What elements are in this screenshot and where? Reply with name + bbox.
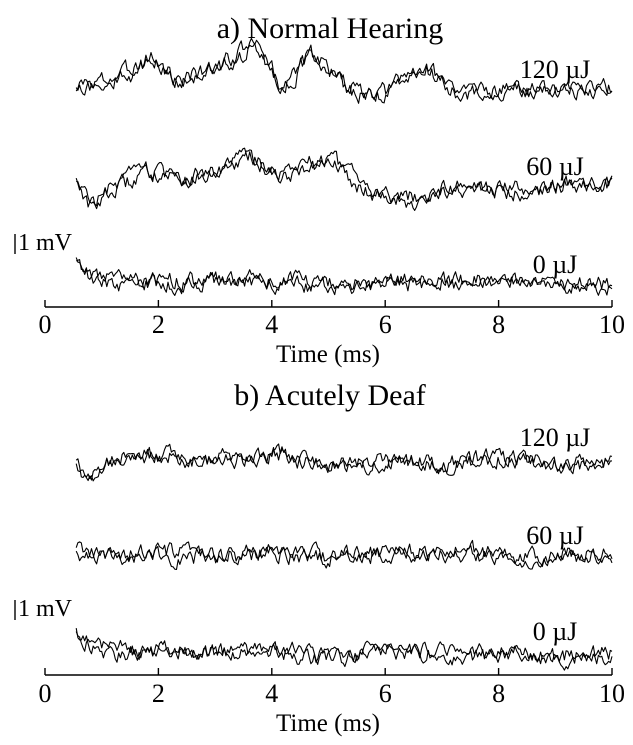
x-tick-label: 4 — [265, 679, 278, 708]
x-tick-label: 2 — [152, 310, 165, 339]
x-tick-label: 8 — [492, 310, 505, 339]
x-tick-label: 10 — [599, 310, 625, 339]
trace-line — [76, 147, 613, 211]
x-tick-label: 0 — [39, 679, 52, 708]
trace-line — [75, 443, 613, 482]
x-tick-label: 6 — [379, 679, 392, 708]
x-ticks: 0 2 4 6 8 10 — [39, 300, 625, 339]
x-tick-label: 0 — [39, 310, 52, 339]
trace-line — [75, 628, 613, 671]
series-label: 120 µJ — [520, 55, 591, 84]
panel-title: b) Acutely Deaf — [234, 379, 426, 412]
trace-line — [75, 149, 613, 210]
x-tick-label: 6 — [379, 310, 392, 339]
x-tick-label: 2 — [152, 679, 165, 708]
traces: 120 µJ 60 µJ 0 µJ — [75, 37, 613, 296]
x-tick-label: 4 — [265, 310, 278, 339]
panel-normal-hearing: a) Normal Hearing 1 mV Time (ms) 0 2 4 6 8 10… — [14, 12, 625, 368]
trace-line — [75, 42, 613, 104]
trace-line — [75, 541, 613, 569]
x-ticks: 0 2 4 6 8 10 — [39, 668, 625, 708]
scale-bar-label: 1 mV — [18, 596, 73, 622]
trace-line — [75, 631, 613, 665]
trace-line — [75, 539, 613, 571]
x-axis-label: Time (ms) — [276, 341, 380, 368]
x-axis-label: Time (ms) — [276, 710, 380, 737]
series-label: 0 µJ — [533, 617, 578, 646]
scale-bar-label: 1 mV — [18, 230, 73, 256]
series-label: 120 µJ — [520, 423, 591, 452]
series-label: 60 µJ — [526, 152, 584, 181]
trace-line — [75, 257, 613, 296]
series-label: 60 µJ — [526, 521, 584, 550]
series-label: 0 µJ — [533, 250, 578, 279]
panel-title: a) Normal Hearing — [217, 12, 444, 45]
x-tick-label: 8 — [492, 679, 505, 708]
x-tick-label: 10 — [599, 679, 625, 708]
traces: 120 µJ 60 µJ 0 µJ — [75, 423, 613, 671]
trace-line — [75, 259, 613, 296]
panel-acutely-deaf: b) Acutely Deaf 1 mV Time (ms) 0 2 4 6 8 10 1… — [14, 379, 625, 737]
